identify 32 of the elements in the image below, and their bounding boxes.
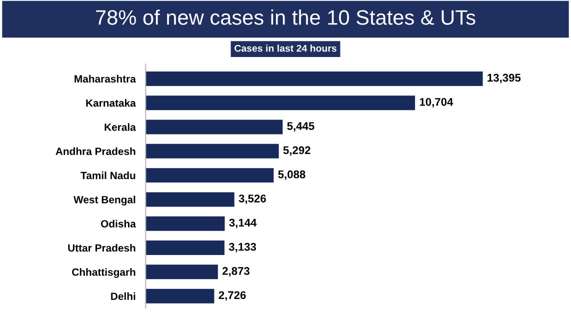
y-tick-label: Kerala xyxy=(104,123,136,131)
data-label: 5,088 xyxy=(278,170,306,180)
bar xyxy=(146,288,214,304)
y-tick-label: Chhattisgarh xyxy=(72,268,136,278)
chart-title: 78% of new cases in the 10 States & UTs xyxy=(96,10,476,25)
y-tick-label: West Bengal xyxy=(74,196,136,206)
y-tick-label: Delhi xyxy=(111,292,136,300)
bar xyxy=(146,71,483,86)
y-tick-label: Uttar Pradesh xyxy=(68,244,136,252)
bar xyxy=(146,192,234,207)
bar xyxy=(146,144,279,158)
bar xyxy=(146,264,218,280)
y-tick-label: Andhra Pradesh xyxy=(56,147,136,156)
data-label: 5,292 xyxy=(283,146,310,156)
y-tick-label: Maharashtra xyxy=(74,74,136,83)
bar xyxy=(146,120,283,134)
bar xyxy=(146,96,416,110)
data-label: 3,133 xyxy=(228,242,256,252)
bar xyxy=(146,168,274,183)
data-label: 2,873 xyxy=(222,267,250,277)
chart-subtitle: Cases in last 24 hours xyxy=(234,44,336,52)
data-label: 3,526 xyxy=(238,194,266,204)
data-label: 10,704 xyxy=(420,98,454,108)
y-tick-label: Karnataka xyxy=(86,99,136,107)
y-tick-label: Odisha xyxy=(101,220,136,228)
data-label: 3,144 xyxy=(229,218,257,228)
bar xyxy=(146,216,225,231)
bar xyxy=(146,240,224,256)
y-tick-label: Tamil Nadu xyxy=(80,172,136,180)
data-label: 13,395 xyxy=(488,74,521,84)
data-label: 2,726 xyxy=(218,291,246,301)
data-label: 5,445 xyxy=(287,122,314,132)
